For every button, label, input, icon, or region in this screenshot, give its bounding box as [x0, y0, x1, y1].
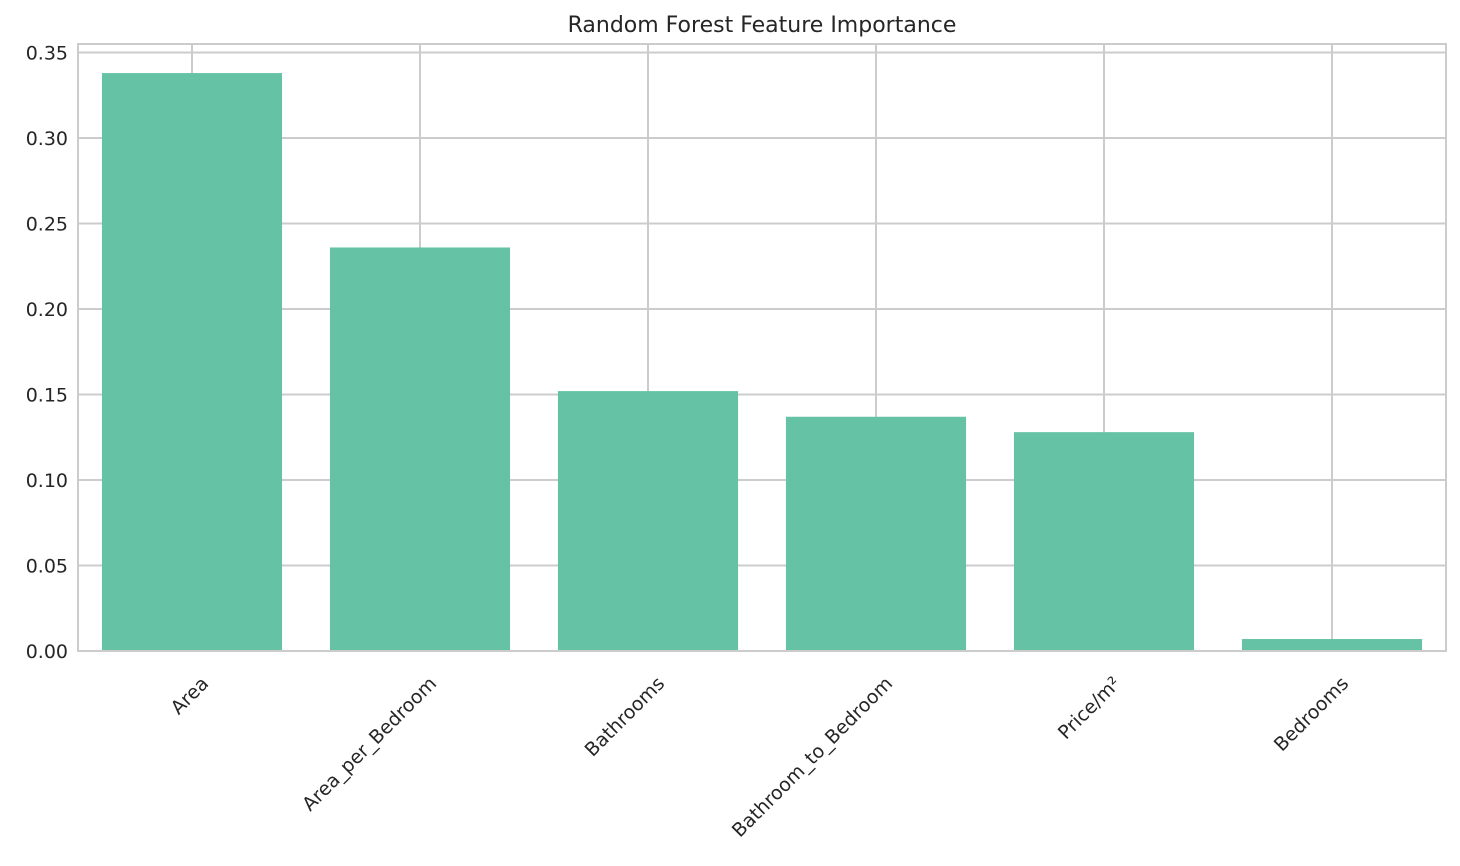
x-tick-label: Bathroom_to_Bedroom: [728, 673, 897, 842]
y-axis-ticks: 0.00 0.05 0.10 0.15 0.20 0.25 0.30 0.35: [26, 43, 68, 663]
grid: [78, 44, 1446, 652]
bar-area: [101, 73, 283, 651]
x-tick-label: Bedrooms: [1270, 673, 1353, 756]
bars: [101, 73, 1423, 651]
x-tick-label: Price/m²: [1054, 673, 1125, 744]
x-axis-ticks: Area Area_per_Bedroom Bathrooms Bathroom_to…: [167, 673, 1353, 842]
y-tick-label: 0.25: [26, 214, 68, 236]
x-tick-label: Area: [167, 673, 213, 719]
x-tick-label: Area_per_Bedroom: [298, 673, 441, 816]
bar-bathrooms: [557, 391, 739, 651]
bar-area-per-bedroom: [329, 247, 511, 651]
y-tick-label: 0.05: [26, 556, 68, 578]
y-tick-label: 0.35: [26, 43, 68, 65]
y-tick-label: 0.20: [26, 299, 68, 321]
bar-bathroom-to-bedroom: [785, 416, 967, 651]
y-tick-label: 0.15: [26, 385, 68, 407]
y-tick-label: 0.00: [26, 641, 68, 663]
x-tick-label: Bathrooms: [581, 673, 670, 762]
chart-title: Random Forest Feature Importance: [568, 13, 957, 38]
bar-price-m: [1013, 432, 1195, 651]
bar-bedrooms: [1241, 639, 1423, 651]
y-tick-label: 0.10: [26, 470, 68, 492]
plot-frame: [77, 43, 1447, 652]
y-tick-label: 0.30: [26, 128, 68, 150]
